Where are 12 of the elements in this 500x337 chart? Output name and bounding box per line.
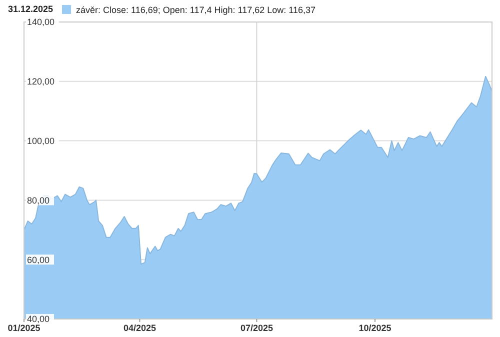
x-tick-label: 01/2025 — [8, 323, 40, 333]
y-tick-label: 140,00 — [27, 17, 55, 28]
y-tick-label: 120,00 — [27, 76, 55, 87]
x-tick-label: 07/2025 — [240, 323, 273, 333]
x-tick-label: 10/2025 — [358, 323, 392, 333]
y-tick-label: 80,00 — [27, 195, 50, 206]
y-tick-label: 60,00 — [27, 254, 50, 265]
y-tick-label: 100,00 — [27, 136, 55, 146]
y-tick-label: 40,00 — [27, 314, 50, 324]
x-tick-label: 04/2025 — [123, 323, 156, 333]
chart-title: 31.12.2025 — [8, 4, 54, 14]
legend-label: závěr: Close: 116,69; Open: 117,4 High: 117,62 Low: 116,37 — [76, 5, 316, 15]
